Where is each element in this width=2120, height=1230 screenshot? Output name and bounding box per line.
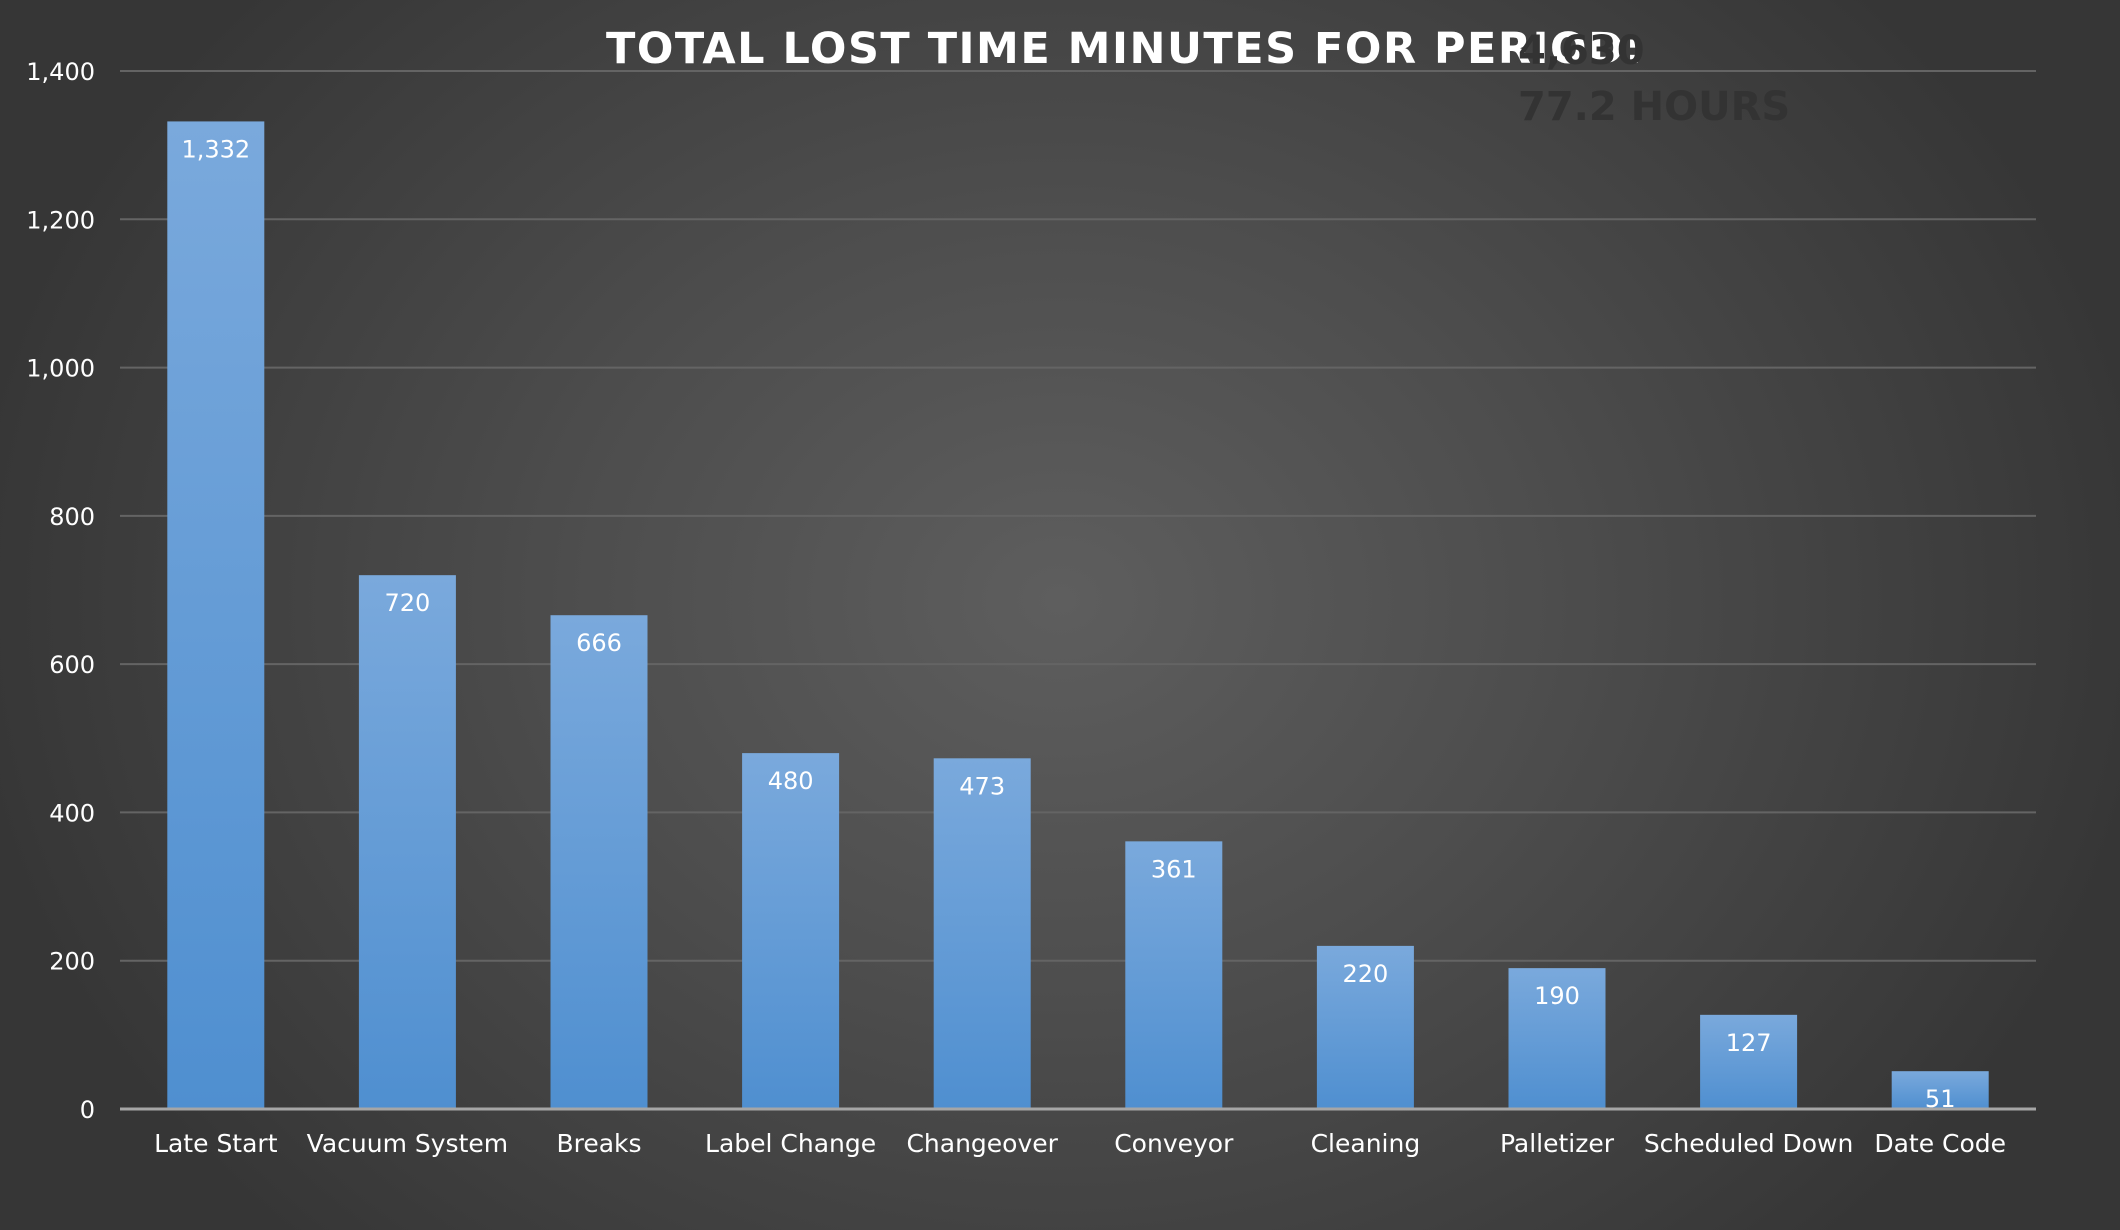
x-tick-label: Late Start	[154, 1129, 278, 1158]
data-label: 666	[576, 629, 622, 657]
y-tick-label: 1,200	[26, 206, 95, 234]
y-tick-label: 800	[49, 503, 95, 531]
data-label: 473	[959, 772, 1005, 800]
data-label: 480	[768, 767, 814, 795]
y-tick-label: 400	[49, 799, 95, 827]
bar	[1316, 945, 1414, 1109]
bar	[167, 121, 265, 1110]
data-label: 190	[1534, 982, 1580, 1010]
bar	[358, 575, 456, 1109]
y-tick-label: 0	[80, 1096, 95, 1124]
total-hours-label: 77.2 HOURS	[1518, 84, 1791, 130]
bar	[1891, 1071, 1989, 1109]
data-label: 220	[1342, 960, 1388, 988]
data-label: 720	[384, 589, 430, 617]
y-tick-label: 200	[49, 948, 95, 976]
x-tick-label: Date Code	[1874, 1129, 2006, 1158]
x-tick-label: Palletizer	[1500, 1129, 1615, 1158]
y-tick-label: 1,400	[26, 58, 95, 86]
bar	[933, 758, 1031, 1109]
x-tick-label: Vacuum System	[307, 1129, 508, 1158]
bar	[742, 753, 840, 1109]
data-label: 127	[1726, 1029, 1772, 1057]
x-tick-label: Label Change	[705, 1129, 876, 1158]
bar	[1508, 968, 1606, 1109]
y-tick-label: 600	[49, 651, 95, 679]
data-label: 361	[1151, 855, 1197, 883]
bar	[1125, 841, 1223, 1109]
chart-title: TOTAL LOST TIME MINUTES FOR PERIOD:	[606, 24, 1644, 74]
x-tick-label: Conveyor	[1114, 1129, 1234, 1158]
x-tick-label: Cleaning	[1311, 1129, 1421, 1158]
x-tick-label: Scheduled Down	[1644, 1129, 1854, 1158]
x-tick-label: Changeover	[906, 1129, 1058, 1158]
bar	[1700, 1014, 1798, 1109]
total-minutes-label: 4,630	[1518, 28, 1645, 74]
bar	[550, 615, 648, 1109]
y-tick-label: 1,000	[26, 355, 95, 383]
data-label: 1,332	[181, 135, 250, 163]
x-tick-label: Breaks	[556, 1129, 641, 1158]
